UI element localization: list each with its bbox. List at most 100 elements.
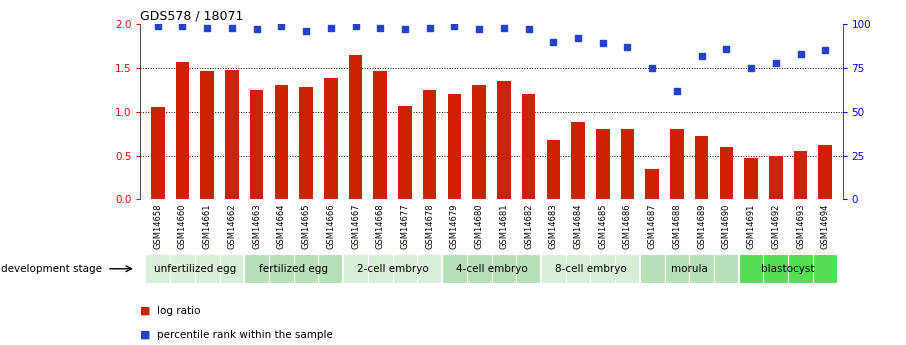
Text: GSM14691: GSM14691 [747, 204, 756, 249]
Text: GSM14660: GSM14660 [178, 204, 187, 249]
Point [225, 25, 239, 30]
Point [744, 65, 758, 71]
Bar [572, 122, 585, 199]
Text: GSM14680: GSM14680 [475, 204, 484, 249]
Text: GSM14668: GSM14668 [376, 204, 385, 249]
Point [496, 25, 511, 30]
Text: GSM14677: GSM14677 [400, 204, 410, 249]
Bar [176, 62, 189, 199]
Point [645, 65, 660, 71]
Bar [349, 55, 362, 199]
Point [398, 27, 412, 32]
Point [422, 25, 437, 30]
Bar [645, 169, 659, 199]
Point [175, 23, 189, 29]
Bar [151, 107, 165, 199]
Text: GSM14686: GSM14686 [623, 204, 632, 249]
Point [595, 41, 610, 46]
Bar [245, 254, 343, 284]
Point [768, 60, 783, 66]
Text: morula: morula [670, 264, 708, 274]
Bar [448, 94, 461, 199]
Bar [343, 254, 442, 284]
Text: GSM14661: GSM14661 [203, 204, 212, 249]
Text: GSM14690: GSM14690 [722, 204, 731, 249]
Point [794, 51, 808, 57]
Bar [546, 140, 560, 199]
Bar [522, 94, 535, 199]
Text: GSM14681: GSM14681 [499, 204, 508, 249]
Bar [225, 70, 238, 199]
Point [249, 27, 264, 32]
Point [373, 25, 388, 30]
Bar [324, 78, 338, 199]
Text: GSM14664: GSM14664 [277, 204, 286, 249]
Bar [472, 86, 486, 199]
Bar [794, 151, 807, 199]
Point [719, 46, 734, 51]
Point [818, 48, 833, 53]
Text: ■: ■ [140, 330, 151, 339]
Point [150, 23, 165, 29]
Bar [596, 129, 610, 199]
Bar [719, 147, 733, 199]
Bar [818, 145, 832, 199]
Bar [695, 136, 708, 199]
Text: GSM14666: GSM14666 [326, 204, 335, 249]
Text: GSM14694: GSM14694 [821, 204, 830, 249]
Point [472, 27, 487, 32]
Text: ■: ■ [140, 306, 151, 315]
Point [275, 23, 289, 29]
Bar [541, 254, 640, 284]
Point [621, 44, 635, 50]
Bar [299, 87, 313, 199]
Text: GSM14684: GSM14684 [573, 204, 583, 249]
Bar [621, 129, 634, 199]
Point [670, 88, 684, 93]
Text: development stage: development stage [1, 264, 101, 274]
Point [546, 39, 561, 45]
Text: GSM14687: GSM14687 [648, 204, 657, 249]
Point [521, 27, 535, 32]
Bar [745, 158, 758, 199]
Bar [497, 81, 511, 199]
Text: GSM14662: GSM14662 [227, 204, 236, 249]
Bar [398, 106, 411, 199]
Text: fertilized egg: fertilized egg [259, 264, 328, 274]
Text: percentile rank within the sample: percentile rank within the sample [157, 330, 333, 339]
Text: 8-cell embryo: 8-cell embryo [554, 264, 626, 274]
Bar [275, 86, 288, 199]
Text: GSM14658: GSM14658 [153, 204, 162, 249]
Text: GSM14679: GSM14679 [450, 204, 459, 249]
Bar [769, 156, 783, 199]
Point [348, 23, 362, 29]
Text: 4-cell embryo: 4-cell embryo [456, 264, 527, 274]
Bar [423, 90, 437, 199]
Bar [200, 71, 214, 199]
Text: GSM14688: GSM14688 [672, 204, 681, 249]
Point [200, 25, 215, 30]
Text: GSM14683: GSM14683 [549, 204, 558, 249]
Text: GSM14685: GSM14685 [598, 204, 607, 249]
Bar [145, 254, 245, 284]
Text: GSM14665: GSM14665 [302, 204, 311, 249]
Bar [250, 90, 264, 199]
Text: GSM14689: GSM14689 [697, 204, 706, 249]
Bar [670, 129, 684, 199]
Bar [373, 71, 387, 199]
Text: GSM14692: GSM14692 [771, 204, 780, 249]
Point [694, 53, 708, 58]
Point [299, 28, 313, 34]
Text: unfertilized egg: unfertilized egg [154, 264, 236, 274]
Bar [738, 254, 838, 284]
Bar [442, 254, 541, 284]
Point [571, 36, 585, 41]
Text: log ratio: log ratio [157, 306, 200, 315]
Text: GSM14678: GSM14678 [425, 204, 434, 249]
Text: GDS578 / 18071: GDS578 / 18071 [140, 10, 244, 23]
Text: blastocyst: blastocyst [761, 264, 814, 274]
Text: 2-cell embryo: 2-cell embryo [357, 264, 429, 274]
Text: GSM14693: GSM14693 [796, 204, 805, 249]
Bar [640, 254, 738, 284]
Text: GSM14667: GSM14667 [351, 204, 360, 249]
